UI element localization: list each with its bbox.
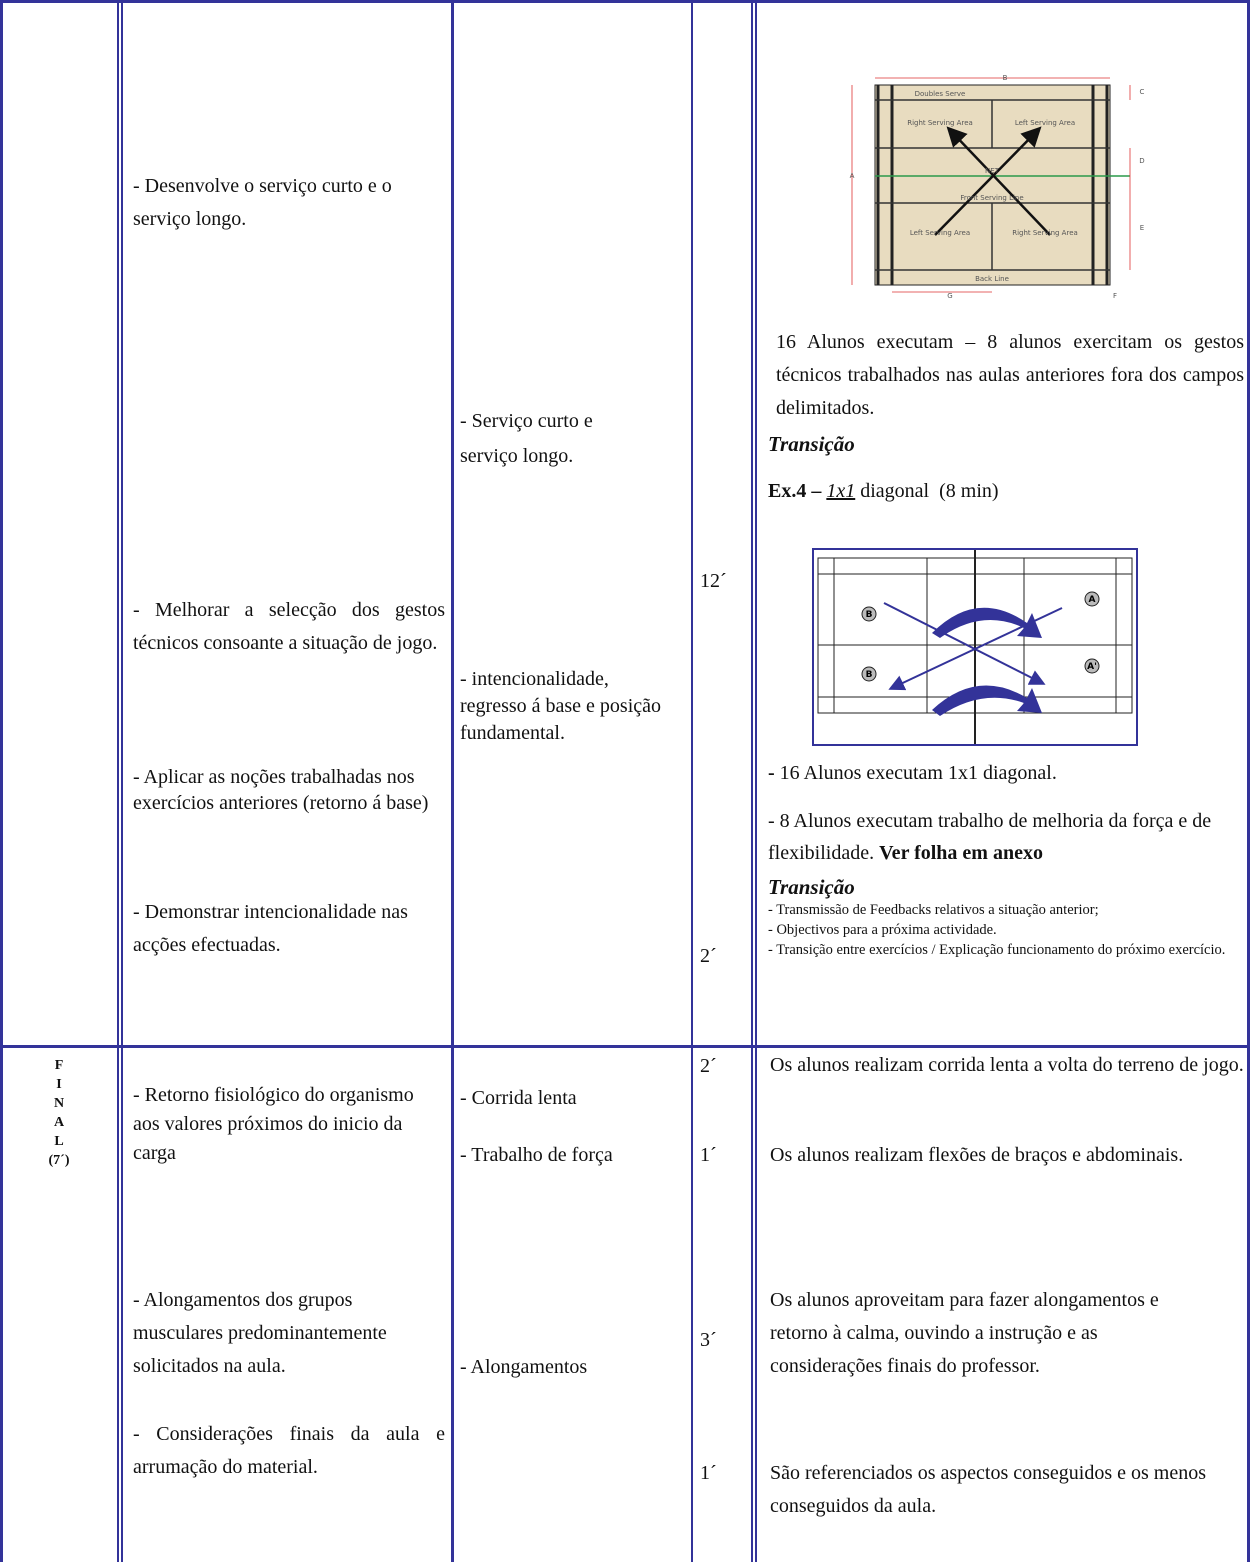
time: 3´ (700, 1329, 717, 1351)
curved-arrow (932, 685, 1042, 716)
player-label: A (1089, 595, 1096, 605)
court-letter: C (1140, 88, 1145, 96)
content: - Alongamentos (460, 1356, 588, 1378)
paragraph: - 16 Alunos executam 1x1 diagonal. (768, 757, 1057, 790)
table-border (755, 0, 757, 1562)
organization: São referenciados os aspectos conseguido… (770, 1462, 1206, 1517)
arrow (883, 602, 1046, 685)
dash: - (768, 762, 775, 784)
court-letter: D (1139, 157, 1144, 165)
time: 2´ (700, 945, 717, 967)
court-label: Right Serving Area (907, 119, 973, 127)
note: - Transição entre exercícios / Explicaçã… (768, 942, 1226, 958)
exercise: Ex.4 – 1x1 diagonal (8 min) (768, 475, 999, 508)
objective: - Alongamentos dos grupos musculares pre… (133, 1289, 387, 1377)
content: - Trabalho de força (460, 1144, 613, 1166)
notes: - Transmissão de Feedbacks relativos a s… (768, 900, 1248, 960)
table-border (0, 1045, 1250, 1048)
time: 12´ (700, 570, 727, 592)
paragraph-text: 16 Alunos executam 1x1 diagonal. (779, 762, 1057, 784)
objective: - Considerações finais da aula e arrumaç… (133, 1423, 445, 1478)
court-lines (876, 85, 1109, 285)
curved-arrow (932, 607, 1042, 638)
exercise-diagram: B A B A' (812, 548, 1138, 746)
court-label: Doubles Serve (915, 90, 966, 98)
court-diagram: Doubles Serve Right Serving Area Left Se… (850, 74, 1145, 300)
court-letter: B (1003, 74, 1008, 82)
player-label: B (866, 670, 873, 680)
player (1084, 591, 1100, 607)
court-label: Right Serving Area (1012, 229, 1078, 237)
table-border (691, 0, 693, 1562)
court-label: Left Serving Area (1015, 119, 1075, 127)
table-border (751, 0, 753, 1562)
court-label: NET (985, 167, 1000, 175)
table-border (1247, 0, 1250, 1562)
exercise-label: Ex.4 – (768, 480, 822, 502)
content: - intencionalidade, regresso á base e po… (460, 668, 662, 744)
player (861, 666, 877, 682)
phase: F I N A L (7´) (0, 1056, 118, 1170)
phase-letter: L (54, 1134, 64, 1149)
table-border (451, 0, 454, 1562)
court-label: Back Line (975, 275, 1009, 283)
player-label: B (866, 610, 873, 620)
table-border (0, 0, 1250, 3)
phase-letter: F (54, 1058, 64, 1073)
objective: - Demonstrar intencionalidade nas acções… (133, 901, 408, 956)
objective: - Aplicar as noções trabalhadas nos exer… (133, 766, 429, 814)
dimension-lines (851, 77, 1131, 293)
paragraph: 16 Alunos executam – 8 alunos exercitam … (776, 331, 1244, 419)
table-border (121, 0, 123, 1562)
time: 2´ (700, 1055, 717, 1077)
content: - Serviço curto e serviço longo. (460, 410, 593, 467)
player-label: A' (1087, 662, 1097, 672)
content: - Corrida lenta (460, 1087, 577, 1109)
paragraph-bold: Ver folha em anexo (879, 842, 1043, 864)
arrow (946, 126, 1051, 236)
exercise-rest: diagonal (8 min) (860, 480, 999, 502)
objective: - Melhorar a selecção dos gestos técnico… (133, 599, 445, 654)
exercise-format: 1x1 (826, 480, 856, 502)
organization: Os alunos realizam flexões de braços e a… (770, 1144, 1184, 1166)
court-letter: G (947, 292, 952, 300)
organization: Os alunos realizam corrida lenta a volta… (770, 1054, 1244, 1076)
court-lines (875, 99, 1110, 271)
heading: Transição (768, 875, 855, 899)
objective: - Retorno fisiológico do organismo aos v… (133, 1084, 414, 1164)
court-letter: E (1140, 224, 1144, 232)
court-lines (817, 550, 1133, 744)
arrow (934, 126, 1042, 236)
court-label: Left Serving Area (910, 229, 970, 237)
court-label: Front Serving Line (960, 194, 1023, 202)
phase-time: (7´) (48, 1153, 70, 1168)
objective: - Desenvolve o serviço curto e o serviço… (133, 175, 392, 230)
court-letter: A (850, 172, 855, 180)
time: 1´ (700, 1462, 717, 1484)
player (1084, 658, 1100, 674)
note: - Transmissão de Feedbacks relativos a s… (768, 902, 1099, 918)
phase-letter: N (53, 1096, 65, 1111)
phase-letter: A (53, 1115, 65, 1130)
paragraph: - 8 Alunos executam trabalho de melhoria… (768, 805, 1248, 869)
paragraph-text: - 8 Alunos executam trabalho de melhoria… (768, 810, 1212, 864)
heading: Transição (768, 432, 855, 456)
player (861, 606, 877, 622)
note: - Objectivos para a próxima actividade. (768, 922, 997, 938)
phase-letter: I (56, 1077, 62, 1092)
table-border (117, 0, 119, 1562)
court-letter: F (1113, 292, 1117, 300)
time: 1´ (700, 1144, 717, 1166)
organization: Os alunos aproveitam para fazer alongame… (770, 1289, 1159, 1377)
table-border (0, 0, 3, 1562)
